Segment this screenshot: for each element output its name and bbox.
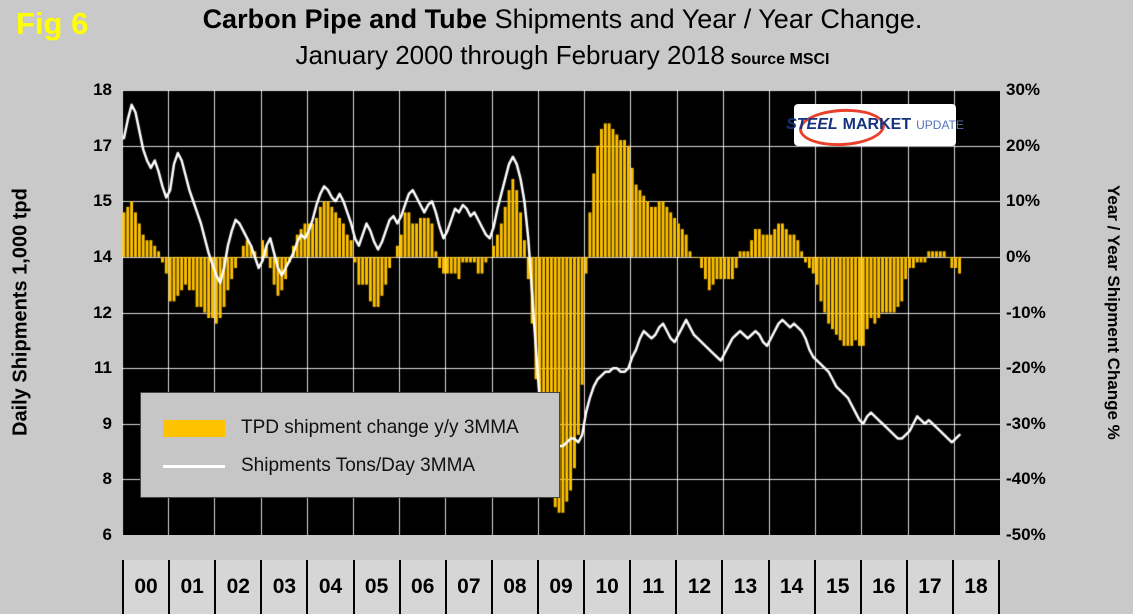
subtitle-text: January 2000 through February 2018 <box>295 40 725 71</box>
right-tick: -50% <box>1006 525 1046 544</box>
right-tick: -10% <box>1006 302 1046 322</box>
right-tick: -30% <box>1006 413 1046 433</box>
year-label: 18 <box>951 560 1001 614</box>
x-axis-year-band: 00 01 02 03 04 05 06 07 08 09 10 11 12 1… <box>122 560 1001 614</box>
plot-area: STEEL MARKET UPDATE TPD shipment change … <box>122 90 1000 535</box>
legend-bar-label: TPD shipment change y/y 3MMA <box>241 417 519 438</box>
year-label: 13 <box>721 560 767 614</box>
left-tick: 9 <box>102 413 112 433</box>
year-label: 07 <box>444 560 491 614</box>
year-label: 04 <box>306 560 352 614</box>
source-note: Source MSCI <box>730 51 830 69</box>
right-tick: -20% <box>1006 358 1046 378</box>
year-label: 02 <box>214 560 260 614</box>
year-label: 00 <box>122 560 168 614</box>
left-tick: 18 <box>93 80 112 99</box>
year-label: 01 <box>168 560 214 614</box>
chart-title: Carbon Pipe and Tube Shipments and Year … <box>110 2 1015 37</box>
left-tick: 8 <box>102 469 112 489</box>
year-label: 17 <box>905 560 952 614</box>
figure-number: Fig 6 <box>16 6 89 41</box>
year-label: 09 <box>536 560 583 614</box>
left-axis-ticks: 18 17 15 14 12 11 9 8 6 <box>40 80 112 545</box>
year-label: 14 <box>767 560 814 614</box>
logo-word-market: MARKET <box>842 116 912 133</box>
logo-word-steel: STEEL <box>786 116 838 133</box>
legend: TPD shipment change y/y 3MMA Shipments T… <box>140 392 560 498</box>
legend-bar-swatch <box>163 419 225 437</box>
year-label: 16 <box>859 560 906 614</box>
right-tick: 20% <box>1006 135 1041 155</box>
title-rest: Shipments and Year / Year Change. <box>487 4 923 34</box>
year-label: 03 <box>260 560 306 614</box>
chart-title-block: Carbon Pipe and Tube Shipments and Year … <box>110 2 1015 73</box>
year-label: 08 <box>490 560 537 614</box>
legend-line-swatch <box>163 464 225 468</box>
right-axis-ticks: 30% 20% 10% 0% -10% -20% -30% -40% -50% <box>1006 80 1076 545</box>
year-label: 05 <box>352 560 399 614</box>
right-tick: 0% <box>1006 246 1031 266</box>
year-label: 06 <box>398 560 445 614</box>
legend-item-line: Shipments Tons/Day 3MMA <box>163 447 559 485</box>
right-axis-title: Year / Year Shipment Change % <box>1104 185 1123 440</box>
year-label: 10 <box>583 560 629 614</box>
year-label: 11 <box>629 560 675 614</box>
year-label: 12 <box>675 560 721 614</box>
logo-word-update: UPDATE <box>916 118 964 132</box>
left-tick: 6 <box>102 525 112 544</box>
left-tick: 12 <box>93 302 112 322</box>
year-label: 15 <box>813 560 860 614</box>
left-tick: 17 <box>93 135 112 155</box>
left-axis-title: Daily Shipments 1,000 tpd <box>9 188 32 437</box>
left-tick: 14 <box>93 246 112 266</box>
title-bold: Carbon Pipe and Tube <box>202 4 488 34</box>
chart-subtitle: January 2000 through February 2018 Source… <box>110 39 1015 73</box>
right-tick: -40% <box>1006 469 1046 489</box>
legend-line-label: Shipments Tons/Day 3MMA <box>241 455 476 476</box>
smu-logo: STEEL MARKET UPDATE <box>786 104 964 149</box>
left-tick: 15 <box>93 191 112 211</box>
right-tick: 10% <box>1006 191 1041 211</box>
legend-item-bars: TPD shipment change y/y 3MMA <box>163 409 559 447</box>
right-tick: 30% <box>1006 80 1041 99</box>
left-tick: 11 <box>94 358 112 378</box>
